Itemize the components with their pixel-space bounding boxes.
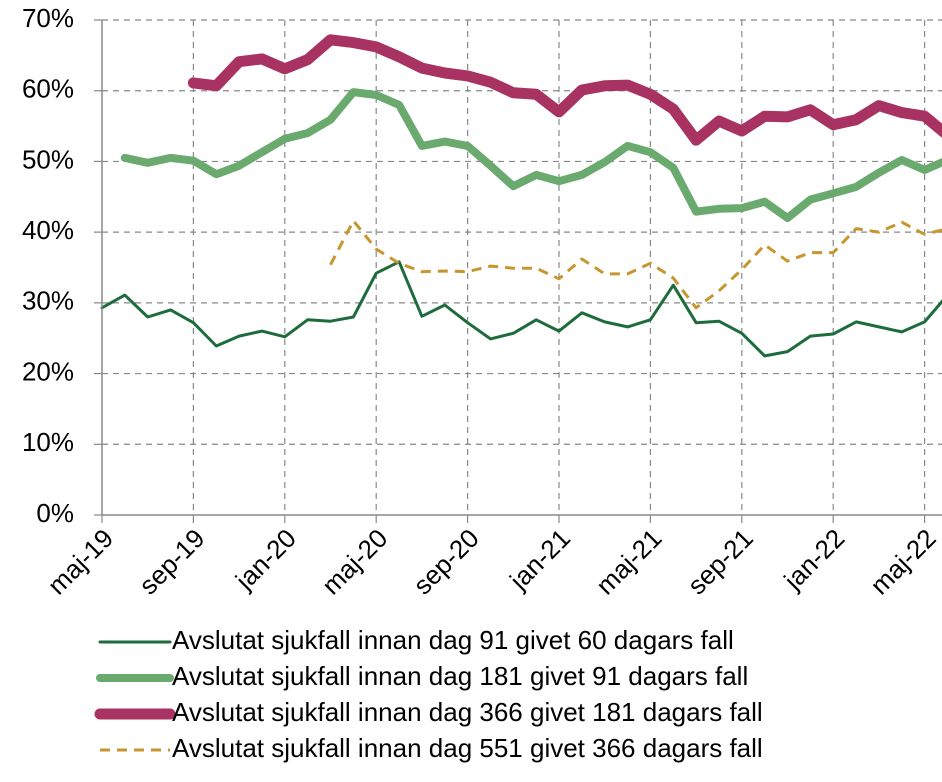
x-tick-label: jan-21: [503, 523, 576, 596]
x-tick-label: jan-22: [777, 523, 850, 596]
y-tick-label: 60%: [22, 74, 74, 104]
axes: 0% 10% 20% 30% 40% 50% 60% 70% maj-19 sep-19 jan-2…: [22, 3, 942, 600]
y-tick-label: 30%: [22, 286, 74, 316]
y-tick-label: 10%: [22, 427, 74, 457]
y-tick-label: 0%: [36, 498, 74, 528]
legend: Avslutat sjukfall innan dag 91 givet 60 …: [94, 625, 763, 763]
series-line: [120, 88, 942, 222]
x-tick-label: jan-20: [229, 523, 302, 596]
series-line: [187, 34, 942, 146]
x-tick-label: sep-20: [407, 523, 484, 600]
y-tick-label: 50%: [22, 144, 74, 174]
x-tick-label: sep-19: [133, 523, 210, 600]
x-tick-label: maj-21: [590, 523, 667, 600]
legend-label: Avslutat sjukfall innan dag 181 givet 91…: [172, 661, 748, 691]
y-tick-label: 20%: [22, 356, 74, 386]
legend-label: Avslutat sjukfall innan dag 91 givet 60 …: [172, 625, 734, 655]
y-tick-label: 40%: [22, 215, 74, 245]
x-tick-label: sep-21: [681, 523, 758, 600]
series-line: [329, 219, 942, 310]
legend-label: Avslutat sjukfall innan dag 366 givet 18…: [172, 697, 763, 727]
plot-area: [100, 34, 942, 358]
series-line: [100, 260, 942, 358]
legend-label: Avslutat sjukfall innan dag 551 givet 36…: [172, 733, 763, 763]
x-tick-label: maj-22: [864, 523, 941, 600]
x-tick-label: maj-19: [42, 523, 119, 600]
y-tick-label: 70%: [22, 3, 74, 33]
x-tick-label: maj-20: [316, 523, 393, 600]
